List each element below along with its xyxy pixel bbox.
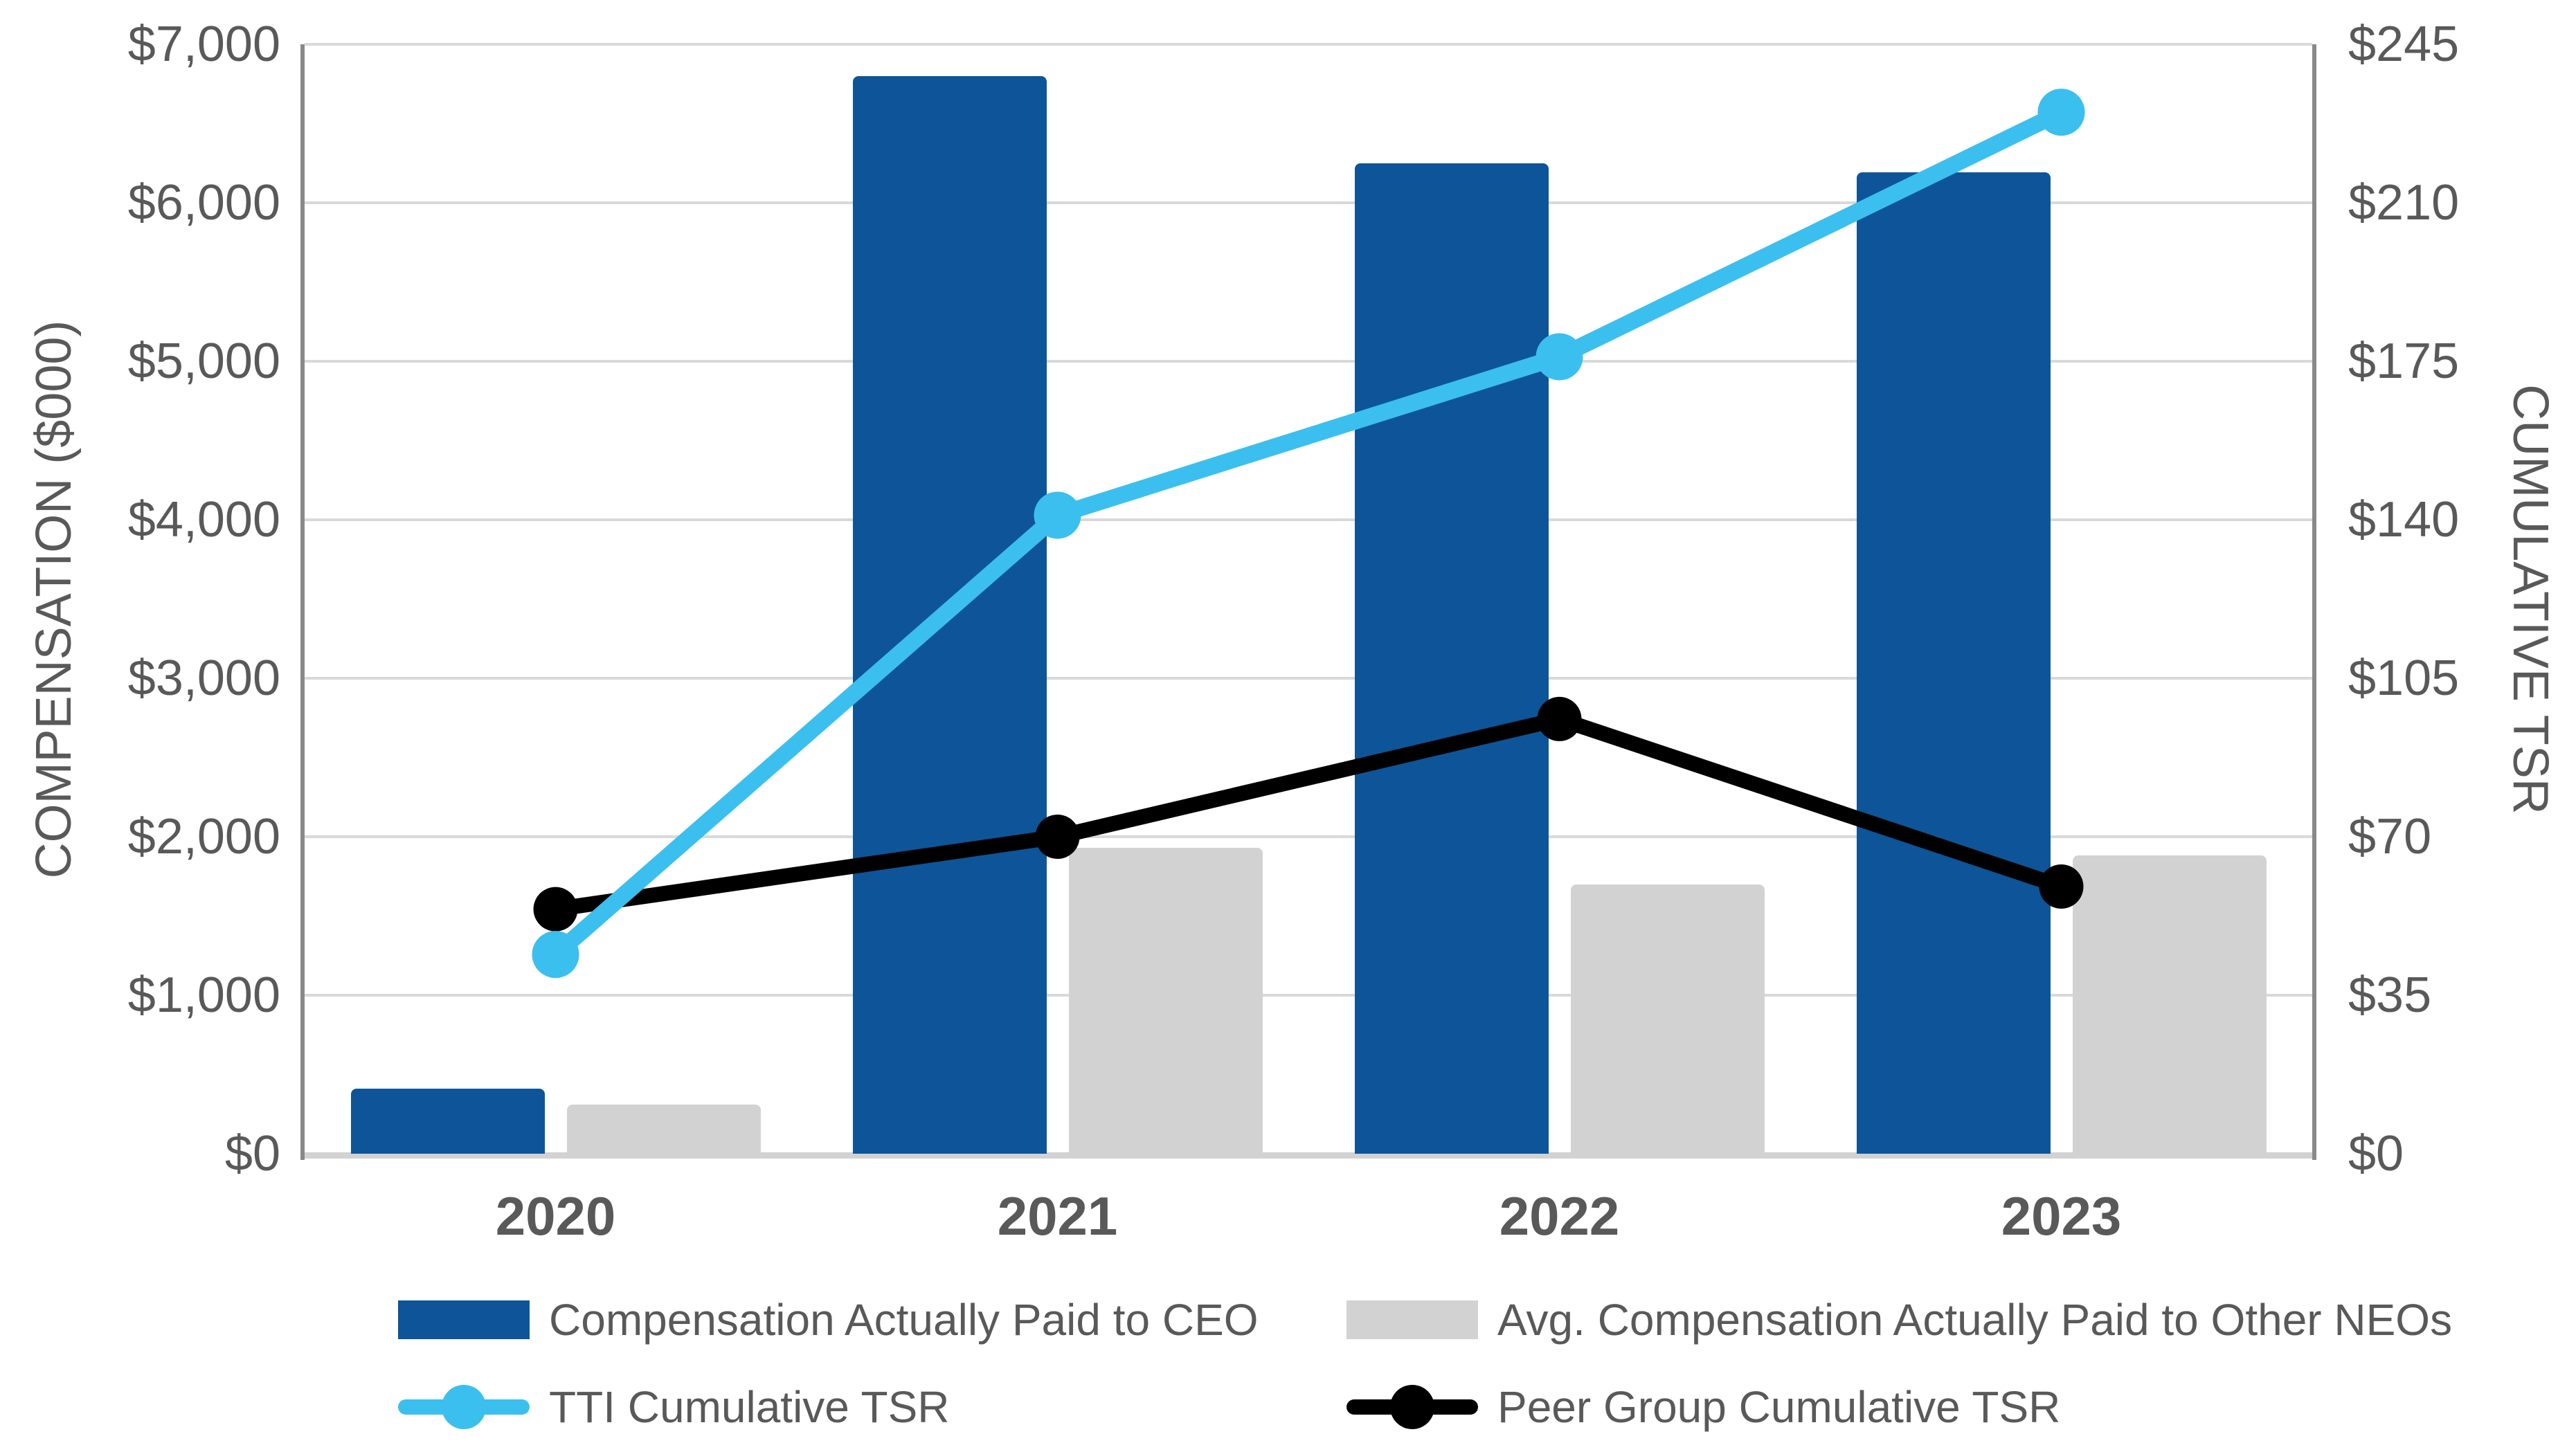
y-axis-tick-label-left: $0 — [224, 1126, 280, 1181]
peer-tsr-marker-2022 — [1537, 696, 1582, 741]
tti-tsr-marker-2023 — [2037, 89, 2085, 136]
ceo-bar-swatch — [398, 1300, 530, 1339]
y-axis-tick-label-right: $0 — [2348, 1126, 2404, 1181]
tti-tsr-marker-2020 — [532, 931, 579, 979]
tti-tsr-marker-2022 — [1535, 333, 1583, 381]
gridline — [305, 994, 2312, 997]
legend-item-neo-compensation: Avg. Compensation Actually Paid to Other… — [1346, 1275, 2452, 1365]
y-axis-tick-label-left: $3,000 — [127, 651, 280, 706]
y-axis-tick-label-left: $1,000 — [127, 968, 280, 1023]
gridline — [305, 1152, 2312, 1159]
tti-line-swatch — [398, 1385, 530, 1429]
gridline — [305, 360, 2312, 363]
peer-tsr-marker-2021 — [1035, 815, 1080, 859]
peer-line-swatch — [1346, 1385, 1478, 1429]
bar-neo-2021 — [1068, 848, 1263, 1154]
gridline — [305, 518, 2312, 521]
right-axis-line — [2312, 44, 2316, 1160]
legend-label-neo: Avg. Compensation Actually Paid to Other… — [1497, 1294, 2453, 1345]
legend-label-peer: Peer Group Cumulative TSR — [1497, 1381, 2061, 1432]
bar-ceo-2020 — [350, 1089, 545, 1154]
legend-label-tti: TTI Cumulative TSR — [549, 1381, 950, 1432]
legend-item-peer-tsr: Peer Group Cumulative TSR — [1346, 1362, 2060, 1452]
y-axis-tick-label-left: $4,000 — [127, 492, 280, 547]
legend-label-ceo: Compensation Actually Paid to CEO — [549, 1294, 1259, 1345]
bar-neo-2020 — [566, 1105, 761, 1154]
tti-tsr-marker-2021 — [1034, 491, 1081, 539]
x-axis-label-2020: 2020 — [495, 1186, 616, 1246]
bar-neo-2023 — [2072, 855, 2267, 1154]
y-axis-tick-label-right: $35 — [2348, 968, 2432, 1023]
gridline — [305, 43, 2312, 46]
bar-ceo-2023 — [1856, 172, 2051, 1154]
y-axis-tick-label-right: $105 — [2348, 651, 2460, 706]
peer-tsr-marker-2020 — [533, 887, 578, 932]
gridline — [305, 677, 2312, 680]
peer-tsr-marker-2023 — [2039, 864, 2084, 909]
y-axis-tick-label-right: $245 — [2348, 17, 2460, 72]
tti-tsr-line — [550, 105, 2065, 961]
y-axis-tick-label-right: $70 — [2348, 809, 2432, 864]
bar-neo-2022 — [1570, 884, 1765, 1154]
x-axis-label-2022: 2022 — [1499, 1186, 1620, 1246]
gridline — [305, 835, 2312, 838]
y-axis-tick-label-right: $175 — [2348, 334, 2460, 389]
peer-tsr-line — [554, 711, 2064, 917]
y-axis-tick-label-left: $7,000 — [127, 17, 280, 72]
bar-ceo-2022 — [1354, 163, 1549, 1154]
legend-item-ceo-compensation: Compensation Actually Paid to CEO — [398, 1275, 1259, 1365]
neo-bar-swatch — [1346, 1300, 1478, 1339]
gridline — [305, 201, 2312, 204]
y-axis-tick-label-left: $2,000 — [127, 809, 280, 864]
y-axis-tick-label-right: $210 — [2348, 175, 2460, 230]
x-axis-label-2021: 2021 — [997, 1186, 1118, 1246]
legend-item-tti-tsr: TTI Cumulative TSR — [398, 1362, 950, 1452]
y-axis-tick-label-left: $6,000 — [127, 175, 280, 230]
x-axis-label-2023: 2023 — [2001, 1186, 2122, 1246]
y-axis-tick-label-left: $5,000 — [127, 334, 280, 389]
left-axis-line — [300, 44, 305, 1160]
y-axis-tick-label-right: $140 — [2348, 492, 2460, 547]
